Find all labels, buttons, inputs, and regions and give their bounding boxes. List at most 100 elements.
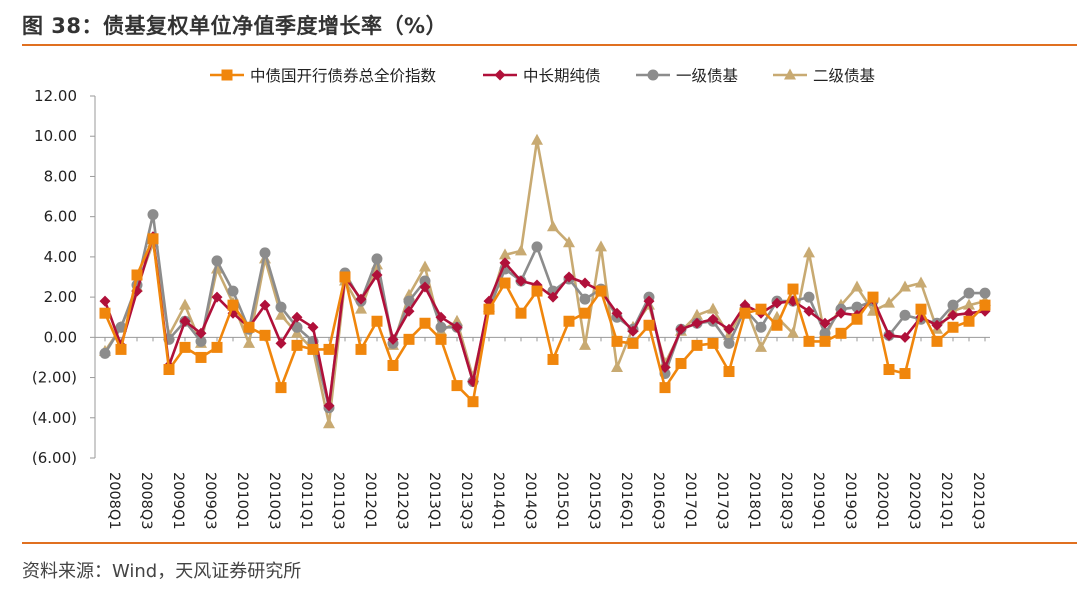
x-tick-label: 2017Q3 <box>714 472 730 530</box>
y-tick-label: (4.00) <box>32 409 77 427</box>
data-point-circle <box>579 293 591 305</box>
data-point-diamond <box>179 315 191 327</box>
y-axis: 12.00 10.00 8.00 6.00 4.00 2.00 0.00 (2.00) (4.0… <box>32 87 96 467</box>
data-point-triangle <box>243 336 255 348</box>
data-point-square <box>387 359 399 371</box>
data-point-diamond <box>547 291 559 303</box>
legend-label: 中长期纯债 <box>523 67 601 85</box>
data-point-diamond <box>499 257 511 269</box>
data-point-diamond <box>899 331 911 343</box>
data-point-diamond <box>435 311 447 323</box>
data-point-square <box>291 339 303 351</box>
x-tick-label: 2009Q1 <box>170 472 186 530</box>
data-point-square <box>211 341 223 353</box>
series-triangle <box>99 133 991 429</box>
data-point-square <box>483 303 495 315</box>
data-point-triangle <box>883 296 895 308</box>
x-tick-label: 2012Q3 <box>394 472 410 530</box>
data-point-circle <box>803 291 815 303</box>
data-point-diamond <box>723 323 735 335</box>
y-tick-label: (6.00) <box>32 449 77 467</box>
data-point-square <box>259 329 271 341</box>
x-tick-label: 2014Q1 <box>490 472 506 530</box>
data-point-circle <box>403 295 415 307</box>
y-tick-label: 8.00 <box>44 167 77 185</box>
data-point-square <box>851 313 863 325</box>
data-point-square <box>883 364 895 376</box>
data-point-square <box>195 351 207 363</box>
legend: 中债国开行债券总全价指数 中长期纯债 一级债基 二级债基 <box>210 67 875 85</box>
x-tick-label: 2019Q3 <box>842 472 858 530</box>
data-point-square <box>467 396 479 408</box>
x-tick-label: 2014Q3 <box>522 472 538 530</box>
data-point-diamond <box>931 319 943 331</box>
data-point-triangle <box>531 133 543 145</box>
line-chart: 中债国开行债券总全价指数 中长期纯债 一级债基 二级债基 12.00 10.00 8.00… <box>32 67 991 530</box>
x-tick-label: 2010Q1 <box>234 472 250 530</box>
data-point-square <box>675 357 687 369</box>
data-point-triangle <box>547 220 559 232</box>
data-point-circle <box>963 287 975 299</box>
x-tick-label: 2018Q3 <box>778 472 794 530</box>
data-point-square <box>403 333 415 345</box>
data-point-square <box>755 303 767 315</box>
data-point-diamond <box>403 305 415 317</box>
legend-item: 一级债基 <box>636 67 738 85</box>
legend-item: 中债国开行债券总全价指数 <box>210 67 437 85</box>
x-tick-label: 2010Q3 <box>266 472 282 530</box>
data-point-triangle <box>595 240 607 252</box>
data-point-circle <box>531 241 543 253</box>
data-point-square <box>723 366 735 378</box>
data-point-square <box>579 307 591 319</box>
data-point-triangle <box>755 340 767 352</box>
data-point-diamond <box>835 307 847 319</box>
series-layer <box>99 133 991 429</box>
source-note: 资料来源：Wind，天风证券研究所 <box>22 561 302 582</box>
y-tick-label: 10.00 <box>34 127 77 145</box>
data-point-diamond <box>419 281 431 293</box>
data-point-diamond <box>451 321 463 333</box>
data-point-circle <box>979 287 991 299</box>
data-point-circle <box>947 299 959 311</box>
x-tick-label: 2019Q1 <box>810 472 826 530</box>
data-point-triangle <box>515 244 527 256</box>
data-point-triangle <box>963 298 975 310</box>
data-point-diamond <box>819 317 831 329</box>
legend-label: 二级债基 <box>813 67 875 85</box>
x-tick-label: 2009Q3 <box>202 472 218 530</box>
data-point-square <box>275 382 287 394</box>
y-tick-label: 12.00 <box>34 87 77 105</box>
data-point-square <box>931 335 943 347</box>
data-point-square <box>115 343 127 355</box>
data-point-square <box>99 307 111 319</box>
data-point-circle <box>115 321 127 333</box>
data-point-circle <box>435 321 447 333</box>
legend-item: 二级债基 <box>773 67 875 85</box>
x-tick-label: 2016Q3 <box>650 472 666 530</box>
data-point-diamond <box>99 295 111 307</box>
x-tick-label: 2015Q3 <box>586 472 602 530</box>
data-point-diamond <box>659 362 671 373</box>
data-point-diamond <box>771 297 783 309</box>
series-line-triangle <box>103 138 986 426</box>
data-point-square <box>531 285 543 297</box>
x-tick-label: 2008Q3 <box>138 472 154 530</box>
data-point-circle <box>99 347 111 359</box>
data-point-square <box>323 343 335 355</box>
data-point-diamond <box>291 311 303 323</box>
x-tick-label: 2013Q1 <box>426 472 442 530</box>
x-tick-label: 2012Q1 <box>362 472 378 530</box>
x-tick-label: 2011Q1 <box>298 472 314 530</box>
data-point-square <box>147 233 159 245</box>
data-point-square <box>179 341 191 353</box>
data-point-diamond <box>803 305 815 317</box>
x-tick-label: 2021Q3 <box>970 472 986 530</box>
data-point-triangle <box>707 302 719 314</box>
y-tick-label: 2.00 <box>44 288 77 306</box>
x-tick-label: 2020Q3 <box>906 472 922 530</box>
data-point-square <box>419 317 431 329</box>
data-point-square <box>835 327 847 339</box>
data-point-diamond <box>563 271 575 283</box>
data-point-square <box>739 307 751 319</box>
x-tick-label: 2020Q1 <box>874 472 890 530</box>
